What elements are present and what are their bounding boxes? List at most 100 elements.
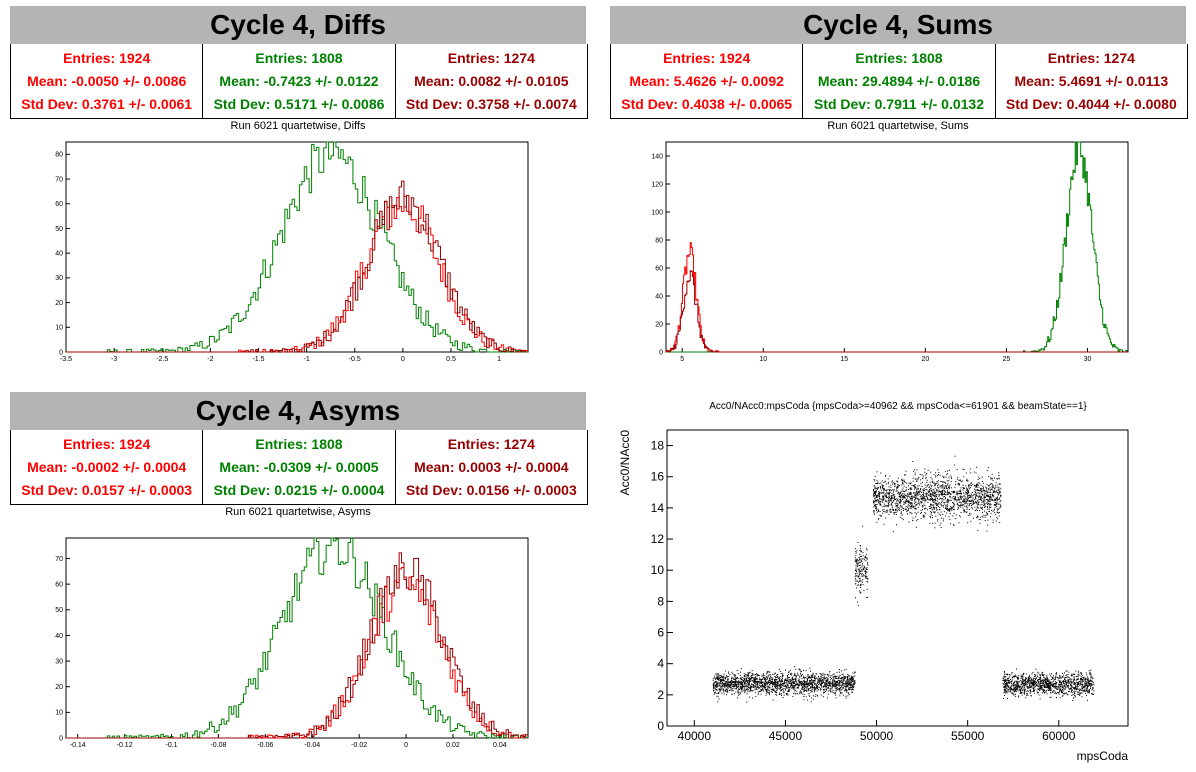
scatter-point — [819, 681, 821, 683]
entries: Entries: 1924 — [663, 49, 751, 66]
scatter-point — [801, 681, 803, 683]
scatter-point — [952, 506, 954, 507]
scatter-point — [728, 686, 730, 688]
scatter-point — [1064, 692, 1066, 694]
scatter-point — [746, 684, 747, 686]
scatter-point — [987, 506, 989, 508]
scatter-point — [1045, 681, 1047, 683]
scatter-point — [1005, 683, 1007, 685]
scatter-point — [932, 497, 934, 499]
scatter-point — [907, 507, 909, 509]
scatter-point — [977, 492, 979, 493]
scatter-point — [718, 684, 720, 686]
scatter-point — [944, 482, 946, 483]
scatter-point — [970, 500, 972, 502]
scatter-point — [947, 508, 948, 509]
scatter-point — [893, 512, 895, 514]
scatter-point — [951, 487, 952, 489]
scatter-point — [1035, 678, 1037, 680]
scatter-point — [974, 502, 976, 503]
scatter-point — [717, 673, 719, 675]
scatter-point — [760, 679, 762, 681]
scatter-point — [874, 505, 876, 506]
scatter-point — [891, 496, 893, 498]
scatter-point — [1036, 674, 1038, 676]
scatter-point — [743, 677, 745, 679]
scatter-point — [965, 485, 967, 487]
scatter-point — [914, 512, 916, 514]
scatter-point — [901, 506, 903, 508]
scatter-point — [1081, 687, 1083, 689]
scatter-point — [803, 682, 805, 684]
scatter-point — [821, 680, 823, 682]
scatter-point — [793, 681, 795, 683]
scatter-point — [922, 489, 924, 491]
scatter-point — [1063, 688, 1065, 690]
scatter-point — [1029, 685, 1031, 687]
scatter-point — [950, 496, 951, 498]
scatter-point — [1017, 677, 1018, 679]
scatter-point — [778, 684, 780, 686]
scatter-point — [900, 499, 902, 501]
scatter-point — [744, 682, 746, 684]
scatter-point — [936, 489, 938, 491]
scatter-point — [922, 491, 924, 493]
scatter-point — [1063, 680, 1065, 682]
scatter-point — [924, 471, 926, 473]
scatter-point — [824, 684, 826, 686]
scatter-point — [945, 488, 947, 489]
scatter-point — [978, 519, 980, 521]
scatter-point — [1034, 677, 1036, 679]
scatter-point — [714, 691, 716, 693]
scatter-point — [879, 491, 881, 493]
scatter-point — [926, 493, 927, 495]
scatter-point — [755, 679, 757, 680]
scatter-point — [1059, 682, 1060, 684]
scatter-point — [890, 486, 892, 488]
y-tick-label: 14 — [651, 501, 665, 515]
scatter-point — [784, 688, 786, 690]
scatter-point — [784, 681, 786, 683]
scatter-point — [908, 485, 910, 487]
scatter-point — [865, 548, 867, 550]
scatter-point — [932, 505, 934, 507]
scatter-point — [746, 689, 748, 691]
scatter-point — [965, 472, 967, 474]
scatter-point — [810, 687, 812, 689]
scatter-point — [1053, 677, 1055, 679]
scatter-point — [875, 507, 877, 509]
scatter-point — [862, 578, 864, 580]
scatter-point — [831, 681, 833, 683]
scatter-point — [798, 678, 800, 680]
scatter-point — [807, 684, 809, 686]
scatter-point — [739, 685, 741, 687]
scatter-point — [746, 674, 748, 676]
scatter-point — [994, 503, 996, 505]
scatter-point — [1090, 685, 1092, 687]
scatter-point — [1065, 686, 1067, 688]
scatter-point — [836, 682, 838, 684]
scatter-point — [980, 497, 981, 499]
scatter-point — [1028, 676, 1030, 678]
scatter-point — [757, 685, 759, 687]
scatter-point — [835, 685, 837, 687]
scatter-point — [914, 504, 916, 506]
scatter-point — [743, 687, 745, 689]
scatter-point — [1087, 689, 1089, 691]
scatter-point — [860, 583, 862, 585]
scatter-point — [1039, 678, 1041, 680]
scatter-point — [782, 685, 784, 687]
scatter-point — [1078, 681, 1080, 682]
scatter-point — [932, 498, 934, 500]
scatter-point — [1015, 687, 1017, 689]
scatter-point — [785, 693, 787, 694]
scatter-point — [1054, 692, 1056, 694]
scatter-point — [772, 699, 774, 701]
scatter-point — [964, 499, 966, 501]
scatter-point — [809, 676, 811, 678]
scatter-point — [921, 498, 923, 500]
scatter-point — [986, 495, 988, 497]
scatter-point — [948, 485, 950, 487]
scatter-point — [1016, 676, 1018, 678]
scatter-point — [749, 684, 751, 686]
